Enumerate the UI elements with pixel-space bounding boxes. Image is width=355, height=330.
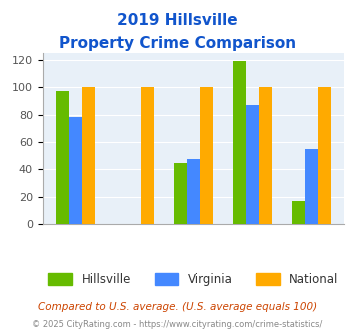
Bar [246,105,259,224]
Bar [69,117,82,224]
Bar [318,87,331,224]
Bar [82,87,95,224]
Bar [259,87,272,224]
Bar [292,201,305,224]
Bar [200,87,213,224]
Bar [141,87,154,224]
Bar [233,61,246,224]
Bar [187,158,200,224]
Text: Compared to U.S. average. (U.S. average equals 100): Compared to U.S. average. (U.S. average … [38,302,317,312]
Text: © 2025 CityRating.com - https://www.cityrating.com/crime-statistics/: © 2025 CityRating.com - https://www.city… [32,320,323,329]
Legend: Hillsville, Virginia, National: Hillsville, Virginia, National [44,268,343,291]
Bar [56,91,69,224]
Text: Property Crime Comparison: Property Crime Comparison [59,36,296,51]
Text: 2019 Hillsville: 2019 Hillsville [117,13,238,28]
Bar [174,163,187,224]
Bar [305,149,318,224]
